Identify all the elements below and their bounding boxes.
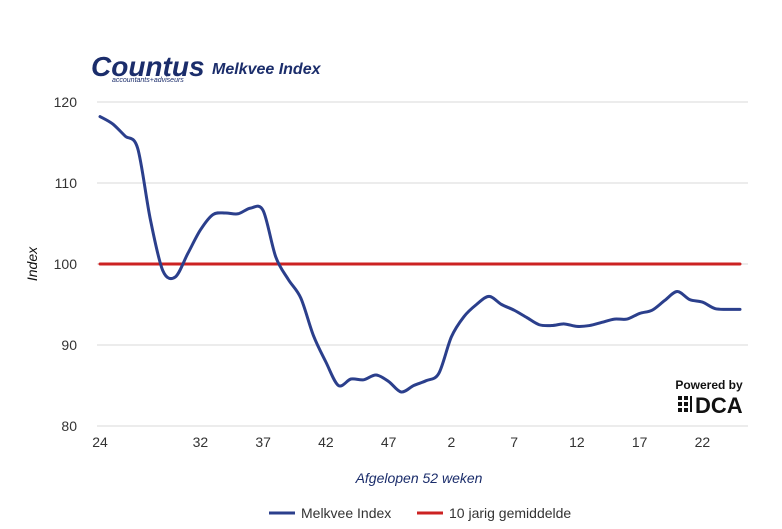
legend-label: 10 jarig gemiddelde: [449, 505, 571, 521]
series-lines: [98, 115, 742, 394]
dca-badge: Powered by DCA: [675, 378, 743, 418]
y-axis-label: Index: [24, 246, 40, 281]
x-tick-label: 17: [632, 434, 648, 450]
x-tick-label: 42: [318, 434, 334, 450]
series-line-melkvee-index: [98, 115, 742, 394]
legend: Melkvee Index 10 jarig gemiddelde: [269, 505, 571, 521]
countus-logo: Countus accountants+adviseurs: [91, 51, 205, 84]
logo-name: Countus: [91, 51, 205, 82]
logo-tagline: accountants+adviseurs: [112, 77, 184, 84]
x-tick-label: 12: [569, 434, 585, 450]
powered-by-text: Powered by: [675, 378, 743, 392]
y-tick-label: 110: [55, 175, 78, 191]
y-axis-ticks: 80 90 100 110 120: [54, 94, 78, 434]
x-tick-label: 37: [255, 434, 271, 450]
x-tick-label: 24: [92, 434, 108, 450]
x-tick-label: 47: [381, 434, 397, 450]
dca-grid-icon: [678, 396, 692, 412]
y-tick-label: 120: [54, 94, 78, 110]
x-tick-label: 32: [193, 434, 209, 450]
y-tick-label: 80: [61, 418, 77, 434]
y-tick-label: 100: [54, 256, 78, 272]
dca-brand-text: DCA: [695, 393, 743, 418]
legend-label: Melkvee Index: [301, 505, 391, 521]
x-tick-label: 7: [510, 434, 518, 450]
x-axis-ticks: 24 32 37 42 47 2 7 12 17 22: [92, 434, 710, 450]
x-tick-label: 2: [447, 434, 455, 450]
x-axis-label: Afgelopen 52 weken: [355, 470, 483, 486]
x-tick-label: 22: [695, 434, 711, 450]
y-tick-label: 90: [61, 337, 77, 353]
chart-title: Melkvee Index: [212, 61, 322, 78]
